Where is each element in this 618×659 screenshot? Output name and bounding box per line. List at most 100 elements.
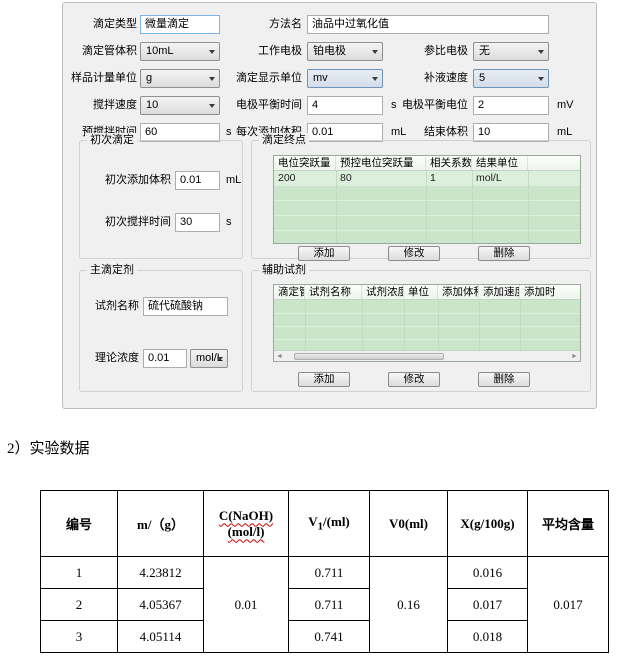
display-unit-select[interactable]: mv xyxy=(307,69,383,88)
chevron-down-icon xyxy=(209,50,215,57)
refill-speed-select[interactable]: 5 xyxy=(473,69,549,88)
grid-empty-row xyxy=(274,339,580,353)
cell-no: 3 xyxy=(40,620,118,653)
working-electrode-select[interactable]: 铂电极 xyxy=(307,42,383,61)
grid-column-divider xyxy=(305,300,306,350)
pre-stir-time-field[interactable]: 60 xyxy=(140,123,220,142)
sample-unit-select[interactable]: g xyxy=(140,69,220,88)
header-c-naoh: C(NaOH) (mol/l) xyxy=(203,490,289,557)
cell-average-merged: 0.017 xyxy=(527,556,609,653)
electrode-balance-time-label: 电极平衡时间 xyxy=(236,99,302,111)
auxiliary-modify-button[interactable]: 修改 xyxy=(388,372,440,387)
endpoint-col-empty xyxy=(528,156,580,170)
display-unit-value: mv xyxy=(313,72,328,84)
chevron-down-icon xyxy=(538,50,544,57)
initial-stir-time-unit: s xyxy=(226,216,232,228)
each-add-volume-unit: mL xyxy=(391,126,407,138)
burette-volume-value: 10mL xyxy=(146,45,174,57)
end-volume-label: 结束体积 xyxy=(424,126,468,138)
cell-x: 0.016 xyxy=(447,556,528,589)
cell-c-naoh-merged: 0.01 xyxy=(203,556,289,653)
cell-no: 1 xyxy=(40,556,118,589)
experiment-data-table: 编号 m/（g） C(NaOH) (mol/l) V1/(ml) V0(ml) … xyxy=(40,490,609,653)
grid-column-divider xyxy=(528,171,529,243)
theoretical-conc-unit-select[interactable]: mol/L xyxy=(190,349,228,368)
endpoint-grid-row[interactable]: 200 80 1 mol/L xyxy=(274,171,580,185)
reference-electrode-select[interactable]: 无 xyxy=(473,42,549,61)
endpoint-col-result-unit: 结果单位 xyxy=(472,156,528,170)
grid-empty-row xyxy=(274,200,580,214)
initial-add-volume-field[interactable]: 0.01 xyxy=(175,171,220,190)
grid-column-divider xyxy=(520,300,521,350)
grid-empty-row xyxy=(274,185,580,199)
burette-volume-label: 滴定管体积 xyxy=(82,45,137,57)
main-titrant-group-title: 主滴定剂 xyxy=(87,263,137,277)
header-v0: V0(ml) xyxy=(369,490,448,557)
cell-v0-merged: 0.16 xyxy=(369,556,448,653)
burette-volume-select[interactable]: 10mL xyxy=(140,42,220,61)
table-row: 3 4.05114 0.741 0.018 xyxy=(40,620,609,653)
electrode-balance-potential-field[interactable]: 2 xyxy=(473,96,549,115)
electrode-balance-potential-label: 电极平衡电位 xyxy=(402,99,468,111)
end-volume-field[interactable]: 10 xyxy=(473,123,549,142)
scroll-left-icon[interactable]: ◄ xyxy=(276,353,283,360)
v1-subscript: 1 xyxy=(317,520,324,533)
endpoint-modify-button[interactable]: 修改 xyxy=(388,246,440,261)
aux-col-unit: 单位 xyxy=(404,285,438,299)
grid-column-divider xyxy=(479,300,480,350)
method-name-label: 方法名 xyxy=(269,18,302,30)
grid-empty-row xyxy=(274,300,580,314)
endpoint-cell-result-unit: mol/L xyxy=(476,172,502,184)
endpoint-grid[interactable]: 电位突跃量 预控电位突跃量 相关系数 结果单位 200 80 1 mol/L xyxy=(273,155,581,244)
display-unit-label: 滴定显示单位 xyxy=(236,72,302,84)
initial-stir-time-label: 初次搅拌时间 xyxy=(105,216,171,228)
cell-mass: 4.05114 xyxy=(117,620,204,653)
auxiliary-grid-header: 滴定管 试剂名称 试剂浓度 单位 添加体积 添加速度 添加时 xyxy=(274,285,580,300)
each-add-volume-field[interactable]: 0.01 xyxy=(307,123,383,142)
scroll-right-icon[interactable]: ► xyxy=(571,353,578,360)
stir-speed-value: 10 xyxy=(146,99,159,111)
grid-empty-row xyxy=(274,215,580,229)
stir-speed-label: 搅拌速度 xyxy=(93,99,137,111)
theoretical-conc-field[interactable]: 0.01 xyxy=(143,349,187,368)
cell-v1: 0.711 xyxy=(288,556,370,589)
chevron-down-icon xyxy=(217,357,223,364)
aux-col-reagent-conc: 试剂浓度 xyxy=(362,285,404,299)
chevron-down-icon xyxy=(372,50,378,57)
refill-speed-label: 补液速度 xyxy=(424,72,468,84)
initial-add-volume-label: 初次添加体积 xyxy=(105,174,171,186)
cell-x: 0.018 xyxy=(447,620,528,653)
reagent-name-field[interactable]: 硫代硫酸钠 xyxy=(143,297,228,316)
grid-empty-row xyxy=(274,313,580,327)
stir-speed-select[interactable]: 10 xyxy=(140,96,220,115)
horizontal-scrollbar[interactable]: ◄ ► xyxy=(274,350,580,361)
section-heading: 2）实验数据 xyxy=(7,441,90,457)
header-x: X(g/100g) xyxy=(447,490,528,557)
endpoint-grid-header: 电位突跃量 预控电位突跃量 相关系数 结果单位 xyxy=(274,156,580,171)
grid-column-divider xyxy=(472,171,473,243)
endpoint-cell-correlation: 1 xyxy=(430,172,436,184)
working-electrode-label: 工作电极 xyxy=(258,45,302,57)
titration-type-field[interactable]: 微量滴定 xyxy=(140,15,220,34)
table-row: 2 4.05367 0.711 0.017 xyxy=(40,588,609,621)
titration-settings-dialog: 滴定类型 微量滴定 方法名 油品中过氧化值 滴定管体积 10mL 工作电极 铂电… xyxy=(62,2,597,409)
method-name-field[interactable]: 油品中过氧化值 xyxy=(307,15,549,34)
header-mass: m/（g） xyxy=(117,490,204,557)
chevron-down-icon xyxy=(209,77,215,84)
scrollbar-thumb[interactable] xyxy=(294,353,444,360)
header-average: 平均含量 xyxy=(527,490,609,557)
endpoint-col-precontrol-jump: 预控电位突跃量 xyxy=(336,156,426,170)
grid-column-divider xyxy=(336,171,337,243)
auxiliary-add-button[interactable]: 添加 xyxy=(298,372,350,387)
table-row: 1 4.23812 0.01 0.711 0.16 0.016 0.017 xyxy=(40,556,609,653)
endpoint-delete-button[interactable]: 删除 xyxy=(478,246,530,261)
electrode-balance-time-field[interactable]: 4 xyxy=(307,96,383,115)
auxiliary-reagent-group: 辅助试剂 xyxy=(251,263,591,392)
auxiliary-delete-button[interactable]: 删除 xyxy=(478,372,530,387)
reference-electrode-value: 无 xyxy=(479,45,490,57)
grid-column-divider xyxy=(438,300,439,350)
initial-stir-time-field[interactable]: 30 xyxy=(175,213,220,232)
endpoint-add-button[interactable]: 添加 xyxy=(298,246,350,261)
chevron-down-icon xyxy=(372,77,378,84)
auxiliary-grid[interactable]: 滴定管 试剂名称 试剂浓度 单位 添加体积 添加速度 添加时 ◄ ► xyxy=(273,284,581,362)
